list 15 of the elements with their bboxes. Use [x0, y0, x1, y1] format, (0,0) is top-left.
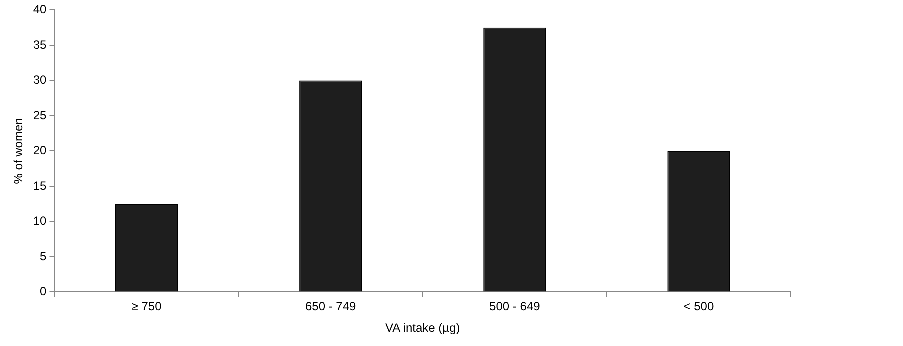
x-tick-label: < 500 [684, 300, 714, 314]
y-tick-label: 10 [33, 214, 48, 228]
x-tick-label: 500 - 649 [490, 300, 541, 314]
y-tick-label: 40 [33, 2, 48, 17]
x-tick-label: ≥ 750 [132, 300, 162, 314]
x-tick-label: 650 - 749 [305, 300, 357, 314]
y-tick-label: 35 [33, 38, 48, 52]
x-axis-title: VA intake (µg) [386, 321, 460, 336]
y-tick-label: 0 [40, 284, 48, 299]
y-tick-label: 30 [33, 73, 48, 88]
y-axis-title: % of women [12, 118, 26, 184]
y-tick-label: 15 [33, 178, 48, 193]
y-tick-label: 5 [40, 249, 48, 264]
y-tick-label: 25 [33, 108, 48, 122]
y-tick-label: 20 [33, 144, 48, 158]
